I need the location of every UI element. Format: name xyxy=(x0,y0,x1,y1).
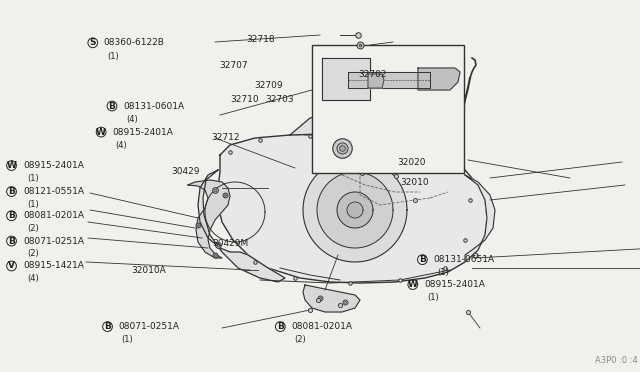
Text: (1): (1) xyxy=(108,52,119,61)
Text: (4): (4) xyxy=(115,141,127,150)
Text: (1): (1) xyxy=(428,293,439,302)
Text: W: W xyxy=(408,280,418,289)
Polygon shape xyxy=(290,112,430,148)
Text: 08131-0601A: 08131-0601A xyxy=(123,102,184,110)
Polygon shape xyxy=(198,170,285,282)
Bar xyxy=(312,45,464,173)
Text: (4): (4) xyxy=(27,275,38,283)
Text: 08081-0201A: 08081-0201A xyxy=(291,322,352,331)
Text: 08131-0651A: 08131-0651A xyxy=(433,255,495,264)
Text: B: B xyxy=(277,322,284,331)
Polygon shape xyxy=(465,175,495,262)
Text: 32703: 32703 xyxy=(266,95,294,104)
Text: (1): (1) xyxy=(27,200,38,209)
Text: S: S xyxy=(90,38,96,47)
Polygon shape xyxy=(218,134,487,283)
Polygon shape xyxy=(317,172,393,248)
Text: 30429: 30429 xyxy=(172,167,200,176)
Text: 32710: 32710 xyxy=(230,95,259,104)
Text: B: B xyxy=(109,102,115,110)
Text: 08071-0251A: 08071-0251A xyxy=(118,322,179,331)
Text: (2): (2) xyxy=(27,249,38,258)
Text: 08915-2401A: 08915-2401A xyxy=(23,161,84,170)
Text: 32712: 32712 xyxy=(211,133,240,142)
Text: (4): (4) xyxy=(127,115,138,124)
Text: (2): (2) xyxy=(294,335,306,344)
Text: B: B xyxy=(104,322,111,331)
Text: 08915-1421A: 08915-1421A xyxy=(23,262,84,270)
Polygon shape xyxy=(348,72,430,88)
Text: W: W xyxy=(6,161,17,170)
Polygon shape xyxy=(368,74,384,88)
Text: 32020: 32020 xyxy=(397,158,426,167)
Text: 32709: 32709 xyxy=(255,81,284,90)
Text: A3P0 :0 :4: A3P0 :0 :4 xyxy=(595,356,638,365)
Text: 32010: 32010 xyxy=(400,178,429,187)
Text: B: B xyxy=(8,211,15,220)
Text: B: B xyxy=(8,237,15,246)
Polygon shape xyxy=(347,202,363,218)
Text: (2): (2) xyxy=(27,224,38,233)
Polygon shape xyxy=(303,285,360,312)
Text: 08071-0251A: 08071-0251A xyxy=(23,237,84,246)
Polygon shape xyxy=(188,180,230,258)
Text: 08121-0551A: 08121-0551A xyxy=(23,187,84,196)
Polygon shape xyxy=(322,58,370,100)
Polygon shape xyxy=(303,158,407,262)
Text: W: W xyxy=(96,128,106,137)
Text: 32702: 32702 xyxy=(358,70,387,79)
Text: 08915-2401A: 08915-2401A xyxy=(424,280,485,289)
Text: (1): (1) xyxy=(437,268,449,277)
Text: B: B xyxy=(419,255,426,264)
Polygon shape xyxy=(337,192,373,228)
Text: 08081-0201A: 08081-0201A xyxy=(23,211,84,220)
Text: 30429M: 30429M xyxy=(212,239,249,248)
Text: B: B xyxy=(8,187,15,196)
Text: 32718: 32718 xyxy=(246,35,275,44)
Text: 08360-6122B: 08360-6122B xyxy=(104,38,164,47)
Text: (1): (1) xyxy=(122,335,133,344)
Text: 08915-2401A: 08915-2401A xyxy=(112,128,173,137)
Text: 32707: 32707 xyxy=(219,61,248,70)
Text: V: V xyxy=(8,262,15,270)
Polygon shape xyxy=(418,68,460,90)
Text: 32010A: 32010A xyxy=(131,266,166,275)
Text: (1): (1) xyxy=(27,174,38,183)
